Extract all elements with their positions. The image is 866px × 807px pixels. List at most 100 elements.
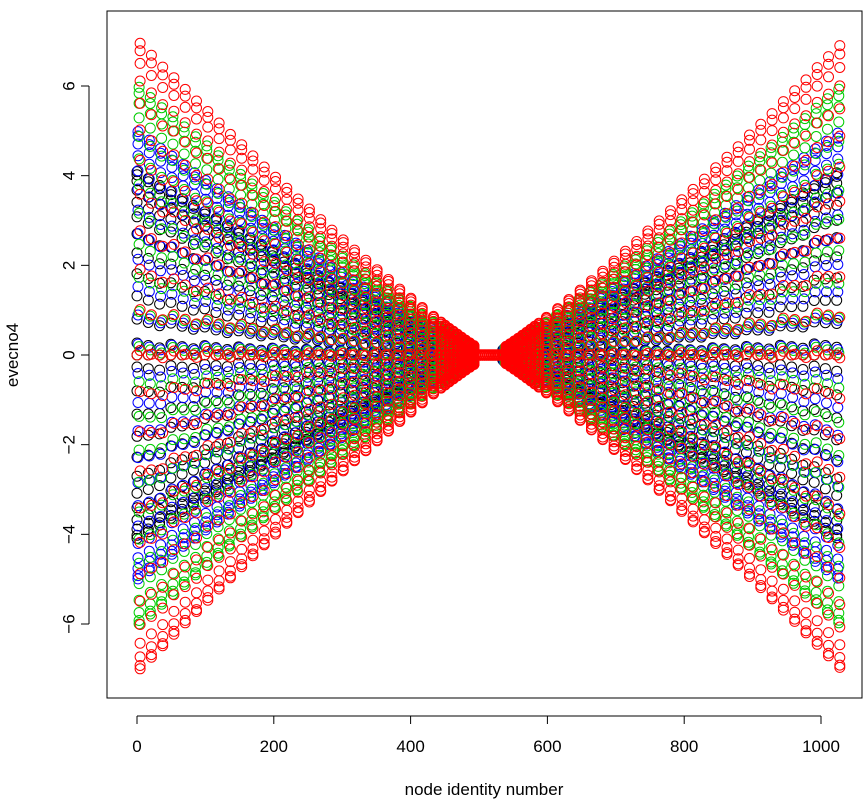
data-point (200, 386, 212, 398)
data-point (211, 260, 223, 272)
data-point (819, 204, 831, 216)
data-point (132, 425, 144, 437)
data-point (256, 328, 268, 340)
data-point (697, 406, 709, 418)
data-point (312, 274, 324, 286)
data-point (743, 368, 754, 380)
data-point (133, 238, 145, 250)
data-point (142, 408, 154, 420)
data-point (729, 376, 741, 388)
data-point (797, 216, 809, 228)
data-point (143, 397, 155, 409)
data-point (245, 325, 257, 337)
data-point (144, 187, 156, 199)
data-point (235, 503, 247, 515)
data-point (210, 360, 222, 372)
data-point (266, 315, 278, 327)
data-point (132, 281, 144, 293)
data-point (788, 231, 800, 243)
data-point (144, 215, 156, 227)
data-point (165, 472, 177, 484)
data-point (176, 361, 188, 373)
data-point (143, 424, 155, 436)
data-point (268, 360, 279, 371)
data-point (165, 360, 177, 372)
data-point (233, 280, 245, 292)
data-point (300, 321, 312, 333)
data-point (832, 259, 844, 270)
data-point (211, 386, 223, 398)
data-point (154, 364, 166, 376)
data-point (313, 333, 325, 345)
data-point (131, 487, 143, 499)
data-point (279, 329, 291, 341)
data-point (673, 425, 685, 437)
data-point (786, 264, 798, 276)
data-point (190, 561, 201, 573)
data-point (245, 209, 257, 221)
data-point (144, 98, 156, 109)
data-point (211, 427, 223, 439)
data-point (165, 186, 177, 198)
data-point (131, 470, 143, 482)
data-point (819, 253, 831, 265)
data-point (808, 501, 820, 513)
data-point (212, 173, 224, 185)
data-point (786, 233, 798, 245)
data-point (255, 316, 267, 328)
data-point (764, 367, 776, 379)
data-point (154, 493, 166, 505)
data-point (674, 373, 686, 385)
data-point (177, 523, 189, 535)
data-point (176, 420, 188, 432)
data-point (189, 415, 200, 427)
data-point (661, 398, 673, 410)
data-point (822, 411, 833, 423)
data-point (752, 479, 764, 490)
data-point (279, 232, 291, 244)
data-point (132, 228, 144, 240)
data-point (819, 218, 831, 230)
data-point (131, 514, 143, 526)
data-point (143, 496, 155, 508)
data-point (142, 497, 154, 509)
data-point (199, 269, 211, 281)
data-point (819, 449, 831, 461)
data-point (131, 247, 143, 259)
data-point (200, 363, 212, 375)
data-point (808, 360, 820, 372)
data-point (808, 197, 820, 209)
data-point (798, 269, 810, 280)
data-point (166, 288, 178, 300)
data-point (797, 474, 809, 486)
data-point (776, 426, 788, 438)
data-point (201, 397, 213, 409)
data-point (822, 99, 833, 111)
data-point (210, 411, 222, 423)
data-point (707, 356, 719, 368)
data-point (177, 439, 189, 450)
data-point (819, 408, 831, 420)
data-point (142, 252, 154, 264)
data-point (808, 255, 820, 267)
data-point (290, 332, 302, 343)
data-point (211, 300, 223, 312)
data-point (166, 416, 178, 428)
data-point (154, 224, 166, 236)
data-point (167, 138, 179, 150)
data-point (774, 266, 786, 278)
data-point (235, 367, 247, 379)
data-point (132, 183, 144, 195)
data-point (190, 158, 201, 170)
data-point (729, 226, 741, 238)
data-point (199, 340, 211, 352)
data-point (786, 437, 798, 449)
data-point (707, 441, 719, 453)
data-point (719, 381, 731, 393)
data-point (729, 391, 741, 403)
data-point (189, 392, 200, 404)
data-point (211, 213, 223, 225)
data-point (165, 296, 177, 308)
data-point (819, 385, 831, 397)
data-point (154, 258, 166, 270)
